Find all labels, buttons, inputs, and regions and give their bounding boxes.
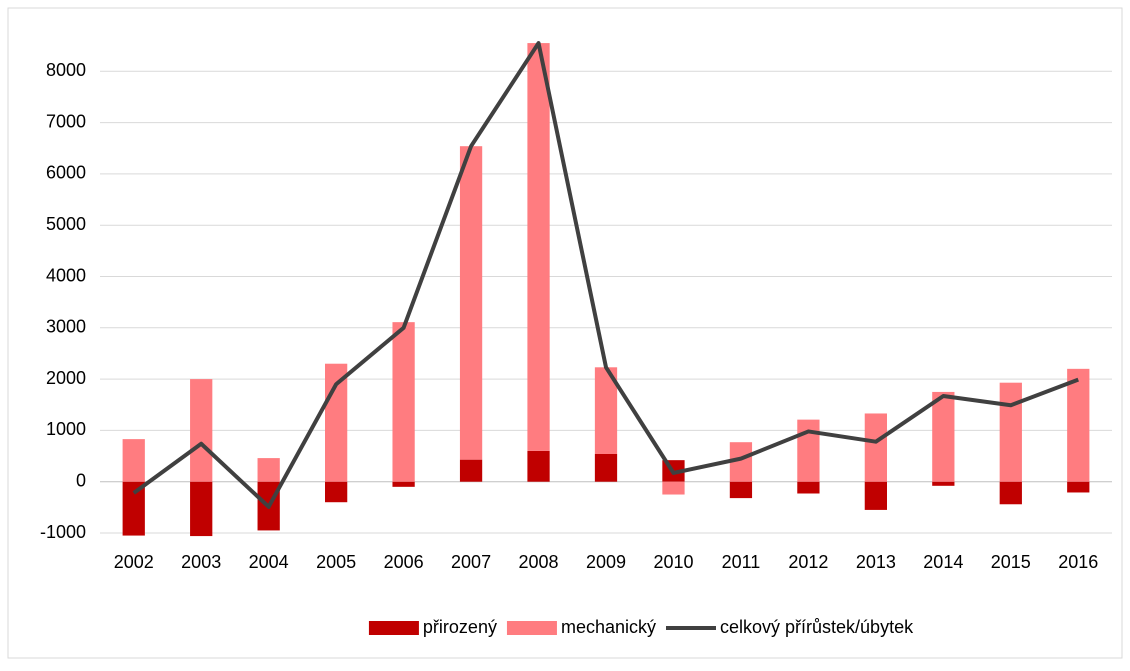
x-tick-label: 2008 xyxy=(519,552,559,572)
bar xyxy=(594,367,618,454)
bar xyxy=(392,481,415,487)
x-tick-label: 2012 xyxy=(788,552,828,572)
legend-swatch xyxy=(506,621,557,635)
x-tick-label: 2007 xyxy=(451,552,491,572)
bar xyxy=(729,442,753,482)
bar xyxy=(999,382,1022,482)
y-tick-label: -1000 xyxy=(40,522,86,542)
legend-label: celkový přírůstek/úbytek xyxy=(720,617,914,637)
y-tick-label: 0 xyxy=(76,470,86,490)
y-tick-label: 5000 xyxy=(46,214,86,234)
bar xyxy=(122,439,145,482)
bar xyxy=(594,453,618,482)
bar xyxy=(864,481,887,510)
chart-frame xyxy=(7,7,1123,659)
bar xyxy=(1067,481,1090,493)
line xyxy=(132,41,1079,509)
x-tick-label: 2004 xyxy=(249,552,289,572)
bar xyxy=(325,363,348,482)
y-tick-label: 3000 xyxy=(46,317,86,337)
y-tick-label: 4000 xyxy=(46,265,86,285)
x-tick-label: 2010 xyxy=(653,552,693,572)
bar xyxy=(797,481,820,494)
bar xyxy=(932,391,955,482)
bar xyxy=(392,322,415,482)
bar xyxy=(190,379,213,482)
bar xyxy=(459,459,483,482)
bar xyxy=(257,458,280,482)
y-tick-label: 7000 xyxy=(46,111,86,131)
y-tick-label: 2000 xyxy=(46,368,86,388)
x-tick-label: 2014 xyxy=(923,552,963,572)
bar xyxy=(662,481,685,495)
bar xyxy=(1067,368,1090,482)
x-tick-label: 2006 xyxy=(384,552,424,572)
bar xyxy=(459,146,483,460)
bar xyxy=(729,481,753,499)
x-tick-label: 2011 xyxy=(722,552,761,572)
x-tick-label: 2016 xyxy=(1058,552,1098,572)
bar xyxy=(932,481,955,486)
bar xyxy=(190,481,213,537)
bar xyxy=(864,413,887,482)
legend-label: mechanický xyxy=(561,617,656,637)
x-tick-label: 2003 xyxy=(181,552,221,572)
x-tick-label: 2015 xyxy=(991,552,1031,572)
x-tick-label: 2005 xyxy=(316,552,356,572)
x-tick-label: 2009 xyxy=(586,552,626,572)
bar xyxy=(325,481,348,503)
x-tick-label: 2013 xyxy=(856,552,896,572)
legend-swatch xyxy=(368,621,419,635)
x-tick-label: 2002 xyxy=(114,552,154,572)
bar xyxy=(122,481,145,536)
bar xyxy=(527,450,550,482)
y-tick-label: 1000 xyxy=(46,419,86,439)
y-tick-label: 8000 xyxy=(46,60,86,80)
legend-label: přirozený xyxy=(423,617,497,637)
bar xyxy=(527,43,550,451)
y-tick-label: 6000 xyxy=(46,163,86,183)
bar xyxy=(999,481,1022,505)
bar xyxy=(797,419,820,482)
